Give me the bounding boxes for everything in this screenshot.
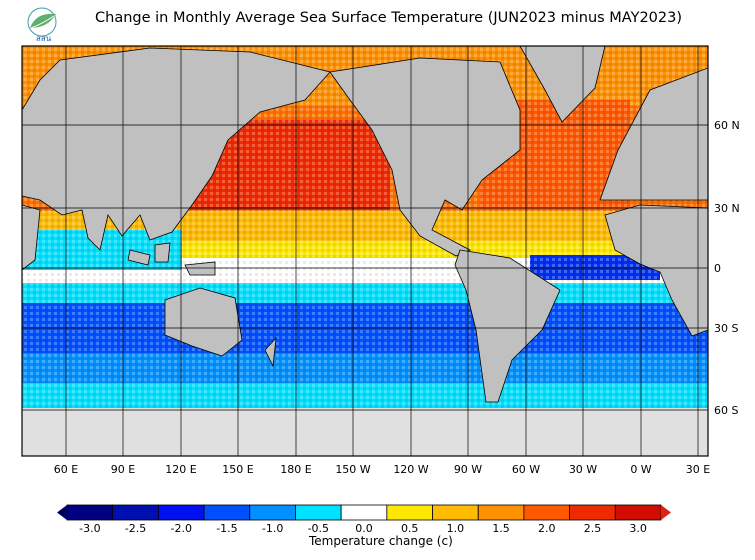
- colorbar-tick-label: -2.0: [170, 522, 192, 535]
- map-title: Change in Monthly Average Sea Surface Te…: [95, 10, 683, 26]
- lon-label: 150 W: [335, 463, 371, 476]
- colorbar-segment: [432, 504, 479, 521]
- graticule: [22, 46, 708, 456]
- colorbar-segment: [614, 504, 662, 521]
- colorbar-tick-label: -2.5: [124, 522, 147, 535]
- new-guinea-island: [184, 261, 216, 276]
- lon-label: 90 W: [453, 463, 483, 476]
- colorbar-segment: [569, 504, 616, 521]
- colorbar-tick-label: -3.0: [79, 522, 101, 535]
- colorbar-tick-label: 0.0: [355, 522, 373, 535]
- lon-label: 120 W: [393, 463, 429, 476]
- map-frame: [21, 45, 709, 457]
- lat-label: 60 S: [714, 404, 739, 417]
- europe-landmass: [599, 67, 708, 201]
- north-america-landmass: [329, 57, 521, 257]
- lat-label: 0: [714, 262, 721, 275]
- colorbar: [57, 504, 671, 521]
- asia-landmass: [22, 47, 331, 251]
- colorbar-max-arrow: [661, 505, 671, 520]
- lon-label: 0 W: [630, 463, 652, 476]
- colorbar-segment: [295, 504, 342, 521]
- colorbar-tick-label: 2.0: [538, 522, 556, 535]
- antarctic-ice: [22, 408, 708, 456]
- colorbar-min-arrow: [57, 505, 67, 520]
- lon-label: 120 E: [165, 463, 197, 476]
- colorbar-segment: [523, 504, 571, 521]
- lon-label: 30 E: [685, 463, 711, 476]
- colorbar-segment: [66, 504, 114, 521]
- lat-label: 30 S: [714, 322, 739, 335]
- colorbar-tick-label: -1.5: [216, 522, 238, 535]
- colorbar-tick-label: 3.0: [629, 522, 647, 535]
- lat-label: 60 N: [714, 119, 740, 132]
- lon-label: 90 E: [110, 463, 136, 476]
- colorbar-segment: [249, 504, 296, 521]
- colorbar-segment: [157, 504, 205, 521]
- lon-label: 30 W: [568, 463, 598, 476]
- lon-label: 150 E: [222, 463, 254, 476]
- colorbar-segment: [477, 504, 525, 521]
- borneo-island: [154, 242, 171, 263]
- colorbar-tick-label: 2.5: [583, 522, 602, 535]
- new-zealand-landmass: [264, 336, 277, 368]
- colorbar-segment: [340, 504, 388, 521]
- south-america-landmass: [454, 249, 561, 403]
- lon-label: 180 E: [280, 463, 312, 476]
- lon-label: 60 E: [53, 463, 79, 476]
- colorbar-tick-label: -1.0: [261, 522, 284, 535]
- colorbar-tick-label: 1.0: [446, 522, 465, 535]
- greenland-landmass: [519, 46, 606, 123]
- leaf-logo-icon: สสน: [27, 7, 57, 42]
- colorbar-segment: [386, 504, 433, 521]
- africa-landmass: [604, 204, 708, 337]
- indonesia-island: [127, 249, 151, 266]
- australia-landmass: [164, 287, 243, 357]
- colorbar-segment: [203, 504, 251, 521]
- colorbar-segment: [112, 504, 159, 521]
- lat-label: 30 N: [714, 202, 740, 215]
- lon-label: 60 W: [511, 463, 541, 476]
- colorbar-tick-label: 1.5: [492, 522, 510, 535]
- logo-text: สสน: [36, 34, 52, 42]
- colorbar-title: Temperature change (c): [309, 534, 453, 548]
- colorbar-tick-label: -0.5: [307, 522, 330, 535]
- colorbar-tick-label: 0.5: [400, 522, 419, 535]
